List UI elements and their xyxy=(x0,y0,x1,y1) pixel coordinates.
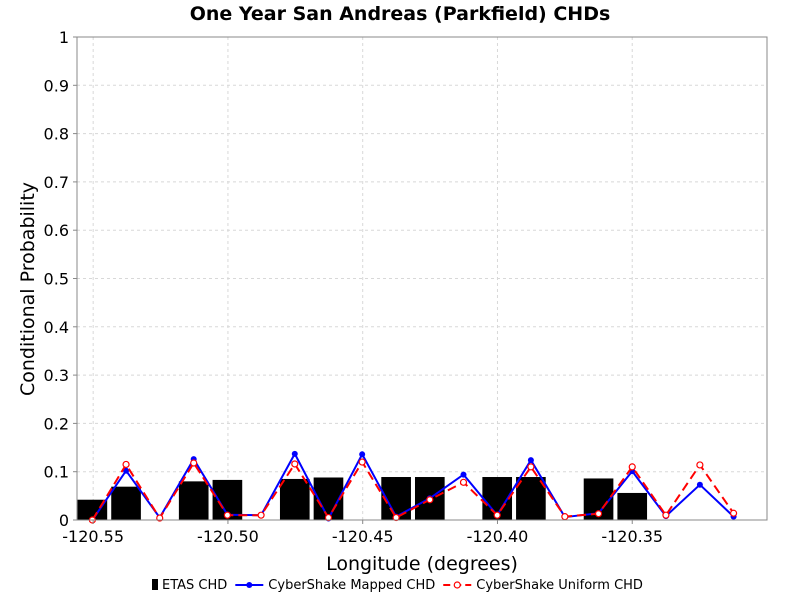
uniform-chd-point xyxy=(190,459,198,467)
y-axis: 0 0.1 0.2 0.3 0.4 0.5 0.6 0.7 0.8 0.9 1 xyxy=(44,28,77,530)
mapped-chd-point xyxy=(460,471,467,478)
y-tick-label: 0.4 xyxy=(44,318,69,337)
uniform-chd-point xyxy=(291,460,299,468)
uniform-chd-point xyxy=(324,513,333,522)
x-tick-label: -120.40 xyxy=(467,527,529,546)
y-tick-label: 0.5 xyxy=(44,270,69,289)
bar-series-etas xyxy=(77,477,648,520)
mapped-chd-point xyxy=(527,457,534,464)
legend-etas-swatch xyxy=(152,579,158,590)
uniform-chd-point xyxy=(493,511,501,519)
y-tick-label: 0.7 xyxy=(44,173,69,192)
uniform-chd-point xyxy=(358,458,366,466)
x-tick-label: -120.45 xyxy=(332,527,394,546)
x-tick-label: -120.35 xyxy=(601,527,663,546)
y-tick-label: 0.9 xyxy=(44,76,69,95)
x-tick-label: -120.55 xyxy=(62,527,124,546)
legend-label: CyberShake Uniform CHD xyxy=(476,578,643,593)
uniform-chd-line xyxy=(91,460,735,521)
uniform-chd-point xyxy=(594,510,603,518)
mapped-chd-point xyxy=(359,451,366,458)
legend: ETAS CHD CyberShake Mapped CHD CyberShake … xyxy=(152,578,643,593)
uniform-chd-point xyxy=(459,478,468,486)
uniform-chd-point xyxy=(223,511,231,519)
uniform-chd-point xyxy=(527,463,535,471)
grid xyxy=(77,37,767,520)
etas-bar xyxy=(279,478,310,520)
mapped-chd-line xyxy=(91,451,735,521)
y-tick-label: 1 xyxy=(59,28,69,47)
etas-bar xyxy=(111,486,141,520)
uniform-chd-point xyxy=(662,511,670,519)
y-tick-label: 0.6 xyxy=(44,221,69,240)
uniform-chd-point xyxy=(426,496,434,504)
y-tick-label: 0.1 xyxy=(44,463,69,482)
x-tick-label: -120.50 xyxy=(197,527,259,546)
y-tick-label: 0 xyxy=(59,511,69,530)
x-axis-label: Longitude (degrees) xyxy=(326,553,518,575)
mapped-chd-point xyxy=(123,467,130,474)
legend-label: CyberShake Mapped CHD xyxy=(268,578,435,593)
etas-bar xyxy=(516,477,546,520)
line-series xyxy=(88,450,738,524)
y-axis-label: Conditional Probability xyxy=(17,182,39,396)
etas-bar xyxy=(617,492,648,520)
uniform-chd-point xyxy=(561,513,569,521)
uniform-chd-point xyxy=(696,461,704,469)
etas-bar xyxy=(77,499,108,520)
x-axis: -120.55 -120.50 -120.45 -120.40 -120.35 xyxy=(62,520,663,546)
etas-bar xyxy=(178,481,209,520)
uniform-chd-point xyxy=(257,511,265,519)
chart-title: One Year San Andreas (Parkfield) CHDs xyxy=(190,3,611,25)
y-tick-label: 0.8 xyxy=(44,125,69,144)
y-tick-label: 0.2 xyxy=(44,414,69,433)
uniform-chd-point xyxy=(392,513,400,522)
legend-uniform-swatch-dot xyxy=(453,581,461,589)
y-tick-label: 0.3 xyxy=(44,366,69,385)
mapped-chd-point xyxy=(291,450,298,457)
mapped-chd-point xyxy=(696,481,703,488)
uniform-chd-point xyxy=(122,460,130,469)
uniform-chd-point xyxy=(628,463,636,471)
legend-label: ETAS CHD xyxy=(162,578,227,593)
legend-mapped-swatch-dot xyxy=(246,582,253,588)
uniform-chd-point xyxy=(729,509,738,517)
